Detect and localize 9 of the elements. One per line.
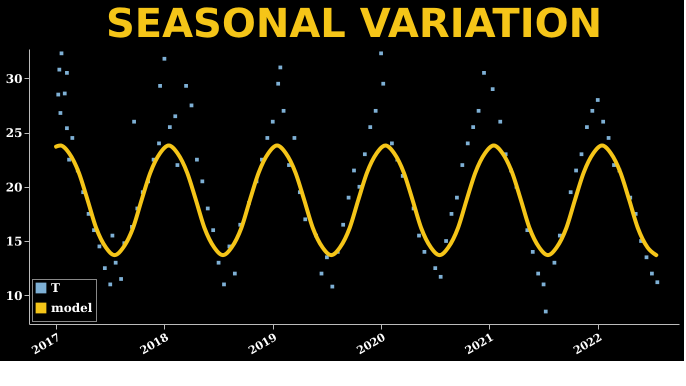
chart-title: SEASONAL VARIATION — [106, 1, 602, 47]
legend-label: T — [51, 281, 60, 295]
line-series — [54, 144, 658, 258]
y-tick-label: 20 — [6, 180, 22, 194]
y-tick-label: 30 — [6, 72, 22, 86]
legend-label: model — [51, 301, 93, 315]
y-tick-label: 25 — [6, 126, 22, 140]
y-tick-label: 10 — [6, 288, 22, 303]
y-tick-label: 15 — [6, 234, 22, 249]
